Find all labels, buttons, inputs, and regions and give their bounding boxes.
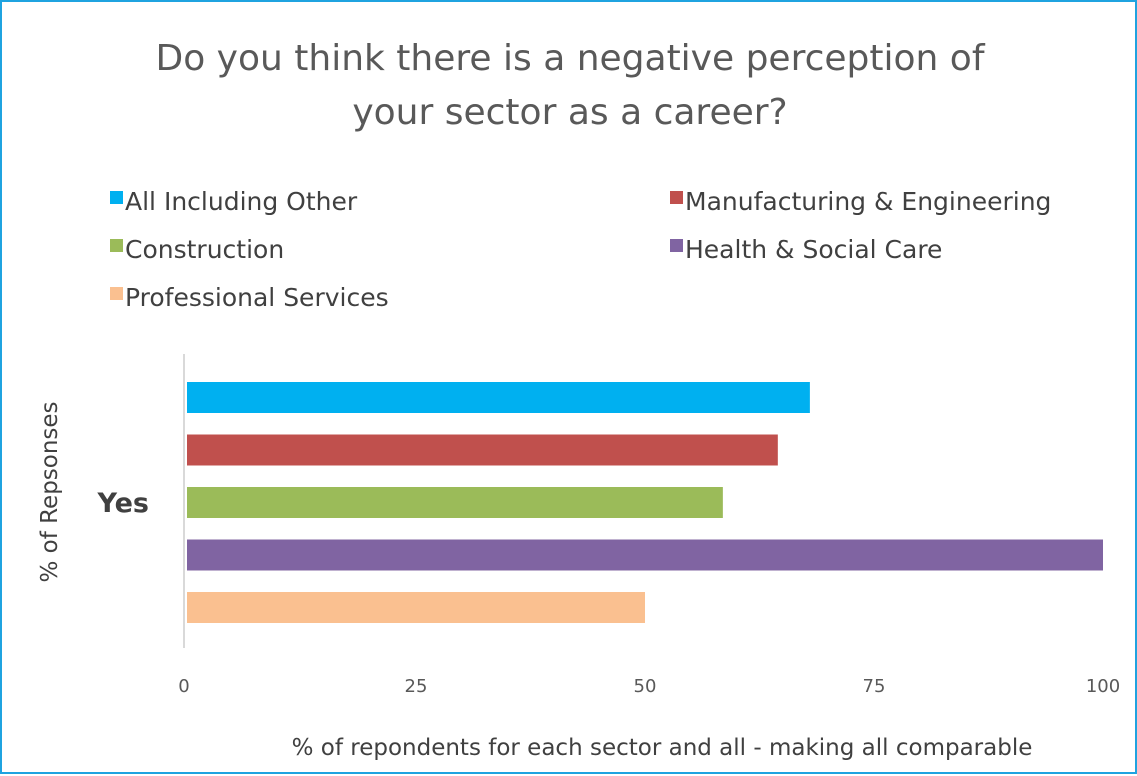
legend-label: Manufacturing & Engineering: [685, 187, 1051, 216]
y-axis-title: % of Repsonses: [37, 401, 63, 582]
category-label-yes: Yes: [97, 488, 149, 519]
chart-title-line-1: Do you think there is a negative percept…: [155, 38, 985, 79]
legend-swatch: [670, 239, 683, 252]
chart-title-line-2: your sector as a career?: [352, 92, 787, 133]
bar: [187, 592, 645, 623]
bar: [187, 434, 778, 466]
legend-swatch: [110, 239, 123, 252]
bar: [187, 487, 723, 518]
x-tick-label: 0: [178, 676, 189, 697]
legend-label: Professional Services: [125, 283, 389, 312]
legend-label: All Including Other: [125, 187, 358, 216]
x-tick-label: 75: [863, 676, 886, 697]
x-tick-label: 50: [634, 676, 657, 697]
legend-swatch: [110, 287, 123, 300]
x-tick-label: 100: [1086, 676, 1120, 697]
x-axis-title: % of repondents for each sector and all …: [292, 735, 1033, 761]
legend-label: Health & Social Care: [685, 235, 942, 264]
x-tick-label: 25: [405, 676, 428, 697]
x-axis-ticks: 0 25 50 75 100: [178, 676, 1120, 697]
bar: [187, 382, 810, 413]
chart-legend: All Including Other Manufacturing & Engin…: [110, 187, 1051, 312]
legend-label: Construction: [125, 235, 284, 264]
bar: [187, 539, 1103, 571]
bar-group: [187, 382, 1103, 623]
legend-swatch: [670, 191, 683, 204]
legend-swatch: [110, 191, 123, 204]
